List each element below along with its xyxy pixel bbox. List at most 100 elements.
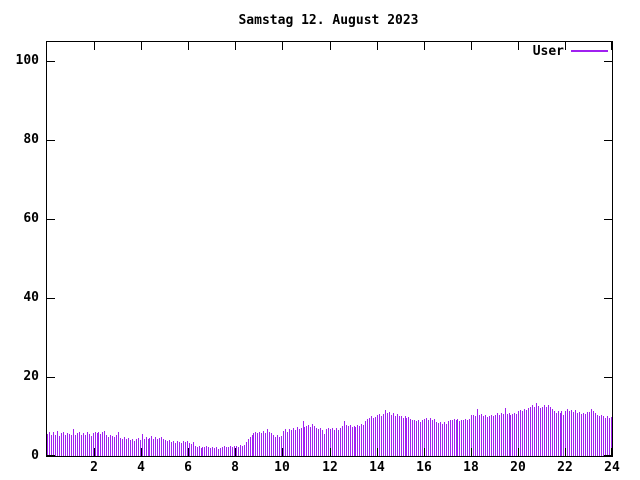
bar	[597, 415, 598, 456]
bar	[530, 407, 531, 456]
bar	[59, 436, 60, 456]
bar	[603, 416, 604, 456]
bar	[383, 414, 384, 456]
bar	[100, 434, 101, 456]
bar	[206, 446, 207, 456]
bar	[332, 428, 333, 456]
bar	[471, 415, 472, 456]
x-tick-top	[330, 42, 331, 50]
bar	[573, 412, 574, 456]
bar	[479, 415, 480, 456]
bar	[151, 436, 152, 456]
bar	[406, 418, 407, 456]
bar	[299, 429, 300, 456]
x-tick-top	[94, 42, 95, 50]
bar	[565, 411, 566, 456]
bar	[607, 416, 608, 456]
x-tick-bottom	[518, 448, 519, 456]
bar	[534, 407, 535, 456]
bar	[308, 425, 309, 456]
bar	[338, 430, 339, 456]
bar	[218, 449, 219, 456]
legend-label: User	[532, 43, 564, 59]
bar	[520, 410, 521, 456]
x-tick-top	[235, 42, 236, 50]
bar	[465, 419, 466, 456]
bar	[487, 417, 488, 456]
bar	[136, 439, 137, 456]
bar	[138, 438, 139, 456]
bar	[567, 409, 568, 456]
bar	[291, 430, 292, 456]
y-tick-right	[604, 219, 612, 220]
bar	[532, 405, 533, 456]
bar	[106, 435, 107, 456]
bar	[281, 436, 282, 456]
bar	[179, 442, 180, 456]
bar	[459, 421, 460, 456]
bar	[222, 447, 223, 456]
bar	[238, 447, 239, 456]
bar	[518, 411, 519, 456]
bar	[503, 414, 504, 456]
x-tick-top	[518, 42, 519, 50]
bar	[250, 437, 251, 456]
bar	[571, 410, 572, 456]
x-axis-label: 12	[322, 460, 338, 475]
bar	[208, 447, 209, 456]
bar	[442, 424, 443, 456]
y-axis-label: 0	[31, 448, 39, 463]
x-tick-top	[471, 42, 472, 50]
bar	[293, 428, 294, 456]
bar	[97, 433, 98, 456]
bar	[499, 415, 500, 456]
bar	[546, 407, 547, 456]
x-tick-top	[282, 42, 283, 50]
bar	[528, 408, 529, 456]
bar	[261, 433, 262, 456]
bar	[340, 428, 341, 456]
bar	[467, 420, 468, 456]
bar	[542, 407, 543, 456]
bar	[297, 427, 298, 456]
bar	[507, 414, 508, 456]
bar	[483, 416, 484, 456]
bar	[110, 435, 111, 456]
bar	[322, 430, 323, 456]
bar	[493, 416, 494, 456]
x-tick-bottom	[188, 448, 189, 456]
bar	[452, 420, 453, 456]
x-axis-label: 22	[557, 460, 573, 475]
bar	[438, 423, 439, 456]
bar	[601, 415, 602, 456]
x-axis-label: 16	[416, 460, 432, 475]
bar	[306, 426, 307, 456]
bar	[202, 447, 203, 456]
bar	[79, 432, 80, 456]
bar	[199, 446, 200, 456]
x-axis-label: 4	[137, 460, 145, 475]
bar	[246, 442, 247, 456]
plot-area: 0 20 40 60 80 100 2 4 6 8 10 12 14 16 18 20 22 24 User	[16, 41, 620, 475]
bar	[149, 438, 150, 456]
bar	[248, 439, 249, 456]
bar	[556, 413, 557, 456]
bar	[163, 439, 164, 456]
bar	[193, 442, 194, 456]
bar	[591, 409, 592, 456]
bar	[91, 436, 92, 456]
bar	[85, 435, 86, 456]
bar	[257, 433, 258, 456]
bar	[167, 441, 168, 456]
bar	[71, 435, 72, 456]
x-tick-bottom	[282, 448, 283, 456]
bar	[365, 421, 366, 456]
bar	[552, 409, 553, 456]
x-tick-bottom	[94, 448, 95, 456]
bar	[330, 429, 331, 456]
bar	[399, 416, 400, 456]
bar	[98, 432, 99, 456]
x-axis-label: 18	[463, 460, 479, 475]
x-axis-label: 6	[184, 460, 192, 475]
bar	[142, 434, 143, 456]
